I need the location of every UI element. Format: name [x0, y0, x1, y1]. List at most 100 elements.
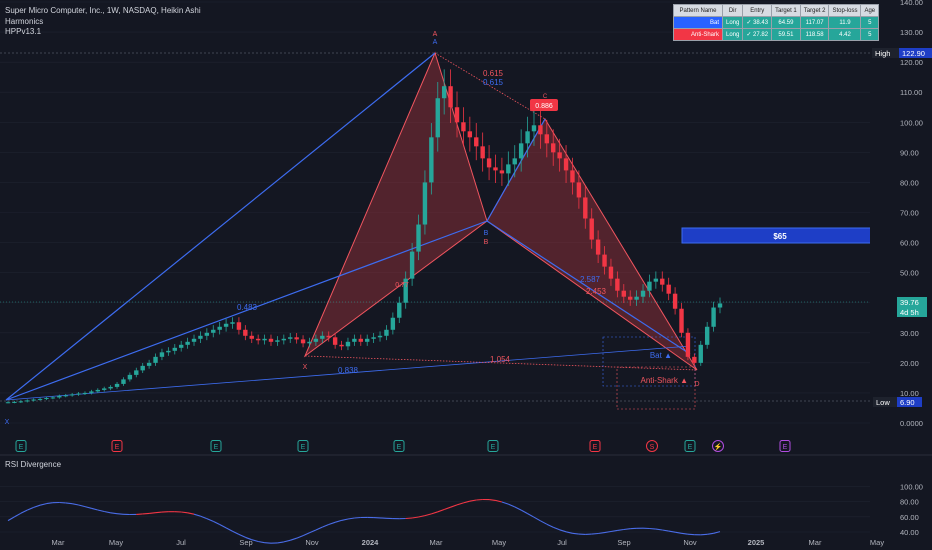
rsi-line-segment [687, 533, 695, 536]
rsi-line-segment [418, 515, 426, 518]
rsi-line-segment [559, 529, 567, 533]
candle-body [461, 122, 466, 132]
candle-body [326, 335, 331, 338]
candle-body [211, 329, 216, 333]
rsi-line-segment [707, 532, 714, 535]
shark-xd-dotted [304, 355, 698, 371]
event-label: E [397, 444, 402, 451]
rsi-line-segment [334, 519, 342, 523]
rsi-line-segment [136, 513, 143, 515]
candle-body [595, 239, 601, 255]
candle-body [711, 307, 716, 327]
indicator-harmonics[interactable]: Harmonics [5, 17, 44, 26]
candle-body [608, 266, 614, 279]
event-box [111, 440, 123, 452]
candle-body [653, 278, 659, 282]
time-tick-label: Mar [809, 538, 822, 547]
rsi-line-segment [46, 502, 53, 505]
rsi-line-segment [540, 520, 548, 525]
row-bat-sl: 11.9 [828, 16, 862, 29]
time-axis[interactable]: Mar May Jul Sep Nov 2024 Mar May Jul Sep Nov 2025 Ma… [52, 538, 885, 547]
time-tick-label: Sep [239, 538, 252, 547]
label-b-bottom: B [484, 239, 489, 246]
rsi-line-segment [610, 529, 618, 533]
chart-title: Super Micro Computer, Inc., 1W, NASDAQ, … [5, 6, 201, 15]
rsi-tick-label: 40.00 [900, 528, 919, 537]
rsi-line-segment [598, 532, 605, 535]
rsi-line-segment [623, 528, 631, 531]
time-tick-label: Mar [430, 538, 443, 547]
candle-body [422, 182, 428, 225]
rsi-line-segment [617, 528, 624, 531]
shark-ac-dotted [434, 52, 546, 120]
anti-shark-signal-label: Anti-Shark ▲ [641, 376, 689, 385]
candle-body [589, 218, 594, 240]
rsi-line-segment [225, 527, 233, 532]
candle-body [204, 332, 210, 336]
event-box [487, 440, 499, 452]
rsi-line-segment [508, 503, 515, 508]
candle-body [660, 278, 665, 285]
rsi-line-segment [91, 507, 98, 511]
rsi-line-segment [681, 532, 688, 535]
rsi-line-segment [245, 536, 252, 541]
candle-body [563, 158, 569, 171]
rsi-line-segment [181, 511, 188, 514]
rsi-line-segment [469, 499, 477, 502]
candle-body [474, 137, 479, 147]
time-tick-label: 2024 [362, 538, 380, 547]
candle-body [602, 254, 607, 267]
countdown-badge: 4d 5h [900, 308, 919, 317]
rsi-title[interactable]: RSI Divergence [5, 460, 62, 469]
candle-body [82, 392, 88, 394]
candle-body [717, 303, 723, 308]
candle-body [634, 296, 639, 300]
candle-body [377, 335, 383, 338]
label-a-bottom: A [433, 39, 438, 46]
candle-body [262, 338, 267, 341]
indicator-hpp[interactable]: HPPv13.1 [5, 27, 42, 36]
candle-body [140, 365, 145, 371]
candle-body [692, 356, 697, 363]
price-tick-label: 120.00 [900, 58, 923, 67]
candle-body [615, 278, 620, 291]
bat-xa-line [5, 52, 436, 401]
candle-body [294, 337, 299, 340]
high-value-badge: 122.90 [902, 49, 925, 58]
candle-body [570, 170, 575, 183]
candle-body [198, 335, 203, 339]
candle-body [281, 338, 287, 341]
event-markers[interactable]: E E E E E E E S E ⚡ E [15, 440, 791, 452]
rsi-line-segment [572, 532, 579, 535]
price-axis[interactable]: 140.00 130.00 120.00 110.00 100.00 90.00 80.00… [870, 0, 932, 455]
candle-body [12, 401, 17, 403]
rsi-line-segment [315, 526, 323, 531]
label-x-shark: X [303, 364, 308, 371]
col-target2: Target 2 [799, 4, 830, 17]
row-shark-name: Anti-Shark [673, 28, 723, 41]
candle-body [121, 379, 126, 384]
candle-body [31, 399, 36, 401]
rsi-line-segment [456, 502, 464, 506]
candle-body [25, 400, 30, 402]
rsi-line-segment [489, 499, 496, 501]
pattern-table: Pattern Name Dir Entry Target 1 Target 2… [673, 4, 880, 41]
rsi-line-segment [520, 509, 528, 515]
time-tick-label: 2025 [748, 538, 765, 547]
candle-body [499, 170, 505, 174]
rsi-line-segment [258, 540, 265, 544]
rsi-line-segment [26, 506, 34, 511]
rsi-line-segment [591, 532, 599, 535]
candle-body [544, 134, 550, 144]
row-shark-dir: Long [721, 28, 744, 41]
candle-body [467, 131, 473, 138]
rsi-line-segment [155, 511, 162, 514]
time-tick-label: Jul [176, 538, 186, 547]
high-value-badge-bg [899, 48, 932, 58]
row-shark-entry: ✓ 27.82 [742, 28, 773, 41]
candle-body [397, 302, 402, 318]
candle-body [146, 362, 152, 366]
price-tick-label: 30.00 [900, 329, 919, 338]
